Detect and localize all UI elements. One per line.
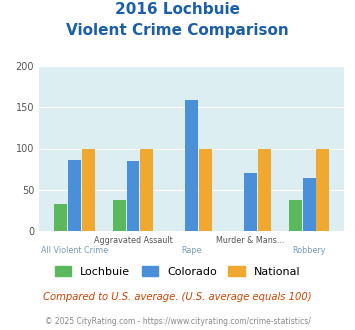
Bar bbox=[185, 100, 198, 231]
Bar bbox=[82, 148, 94, 231]
Text: Robbery: Robbery bbox=[293, 246, 326, 255]
Bar bbox=[289, 200, 302, 231]
Text: Rape: Rape bbox=[181, 246, 202, 255]
Bar bbox=[140, 148, 153, 231]
Bar bbox=[258, 148, 271, 231]
Legend: Lochbuie, Colorado, National: Lochbuie, Colorado, National bbox=[50, 261, 305, 281]
Bar bbox=[303, 178, 316, 231]
Bar bbox=[126, 161, 140, 231]
Bar bbox=[316, 148, 329, 231]
Text: Compared to U.S. average. (U.S. average equals 100): Compared to U.S. average. (U.S. average … bbox=[43, 292, 312, 302]
Text: 2016 Lochbuie: 2016 Lochbuie bbox=[115, 2, 240, 16]
Bar bbox=[113, 200, 126, 231]
Text: Violent Crime Comparison: Violent Crime Comparison bbox=[66, 23, 289, 38]
Text: Murder & Mans...: Murder & Mans... bbox=[216, 236, 285, 245]
Bar bbox=[54, 204, 67, 231]
Bar bbox=[68, 160, 81, 231]
Text: © 2025 CityRating.com - https://www.cityrating.com/crime-statistics/: © 2025 CityRating.com - https://www.city… bbox=[45, 317, 310, 326]
Bar bbox=[199, 148, 212, 231]
Text: Aggravated Assault: Aggravated Assault bbox=[94, 236, 173, 245]
Bar bbox=[244, 173, 257, 231]
Text: All Violent Crime: All Violent Crime bbox=[41, 246, 108, 255]
